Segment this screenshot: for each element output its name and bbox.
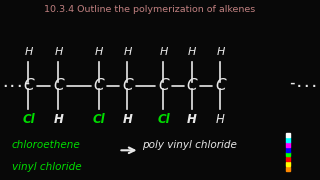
Bar xyxy=(286,132,290,137)
Text: Cl: Cl xyxy=(157,113,170,126)
Bar xyxy=(286,137,290,142)
Text: vinyl chloride: vinyl chloride xyxy=(12,162,82,172)
Text: ...-: ...- xyxy=(2,77,31,90)
Text: C: C xyxy=(158,78,169,93)
Bar xyxy=(286,157,290,161)
Text: H: H xyxy=(216,47,225,57)
Bar xyxy=(286,142,290,147)
Text: H: H xyxy=(53,113,63,126)
Text: H: H xyxy=(123,113,132,126)
Text: H: H xyxy=(95,47,103,57)
Bar xyxy=(286,162,290,166)
Text: poly vinyl chloride: poly vinyl chloride xyxy=(142,140,237,150)
Text: H: H xyxy=(54,47,63,57)
Text: C: C xyxy=(53,78,64,93)
Text: H: H xyxy=(187,113,197,126)
Text: C: C xyxy=(122,78,133,93)
Bar xyxy=(286,166,290,171)
Text: chloroethene: chloroethene xyxy=(12,140,81,150)
Text: H: H xyxy=(24,47,33,57)
Bar xyxy=(286,152,290,156)
Text: H: H xyxy=(216,113,225,126)
Text: Cl: Cl xyxy=(22,113,35,126)
Text: C: C xyxy=(187,78,197,93)
Text: Cl: Cl xyxy=(93,113,105,126)
Text: H: H xyxy=(159,47,168,57)
Text: -...: -... xyxy=(288,77,318,90)
Text: 10.3.4 Outline the polymerization of alkenes: 10.3.4 Outline the polymerization of alk… xyxy=(44,4,256,14)
Text: H: H xyxy=(123,47,132,57)
Text: C: C xyxy=(94,78,104,93)
Text: C: C xyxy=(215,78,226,93)
Text: H: H xyxy=(188,47,196,57)
Text: C: C xyxy=(23,78,34,93)
Bar xyxy=(286,147,290,152)
